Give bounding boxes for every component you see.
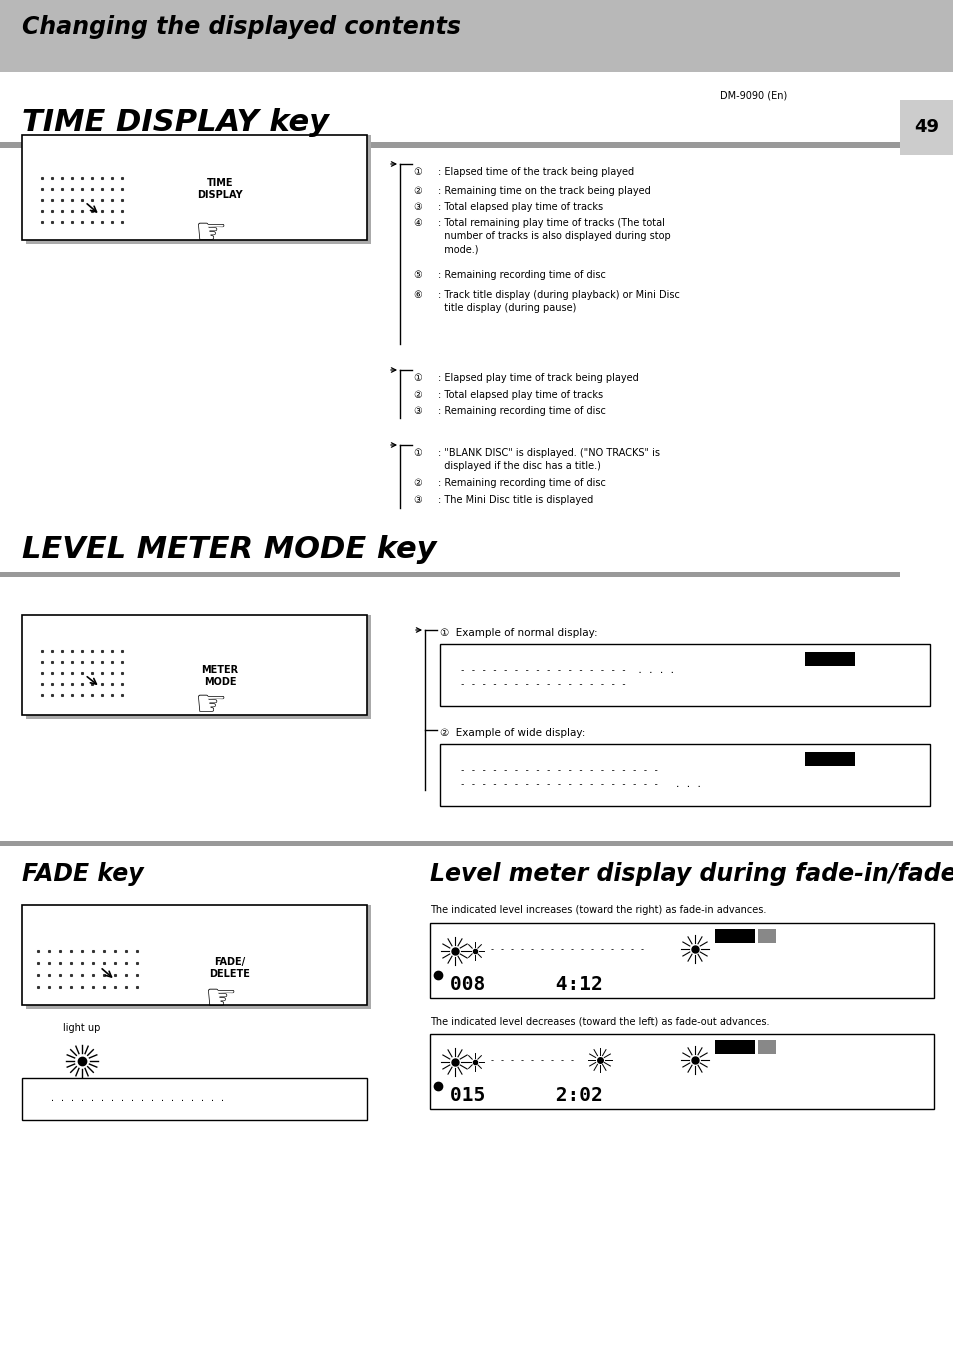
Text: ②: ②	[414, 186, 422, 196]
Bar	[804, 753, 854, 766]
Text: ☞: ☞	[194, 215, 227, 249]
Bar	[367, 135, 371, 245]
Text: ④: ④	[414, 218, 422, 228]
Text: FADE/
DELETE: FADE/ DELETE	[210, 957, 251, 979]
Text: ①: ①	[414, 449, 422, 458]
Text: : Total elapsed play time of tracks: : Total elapsed play time of tracks	[437, 390, 602, 400]
Text: ②: ②	[414, 478, 422, 488]
Bar	[430, 923, 933, 998]
Bar	[0, 142, 899, 149]
Text: ③: ③	[414, 203, 422, 212]
Text: : Remaining recording time of disc: : Remaining recording time of disc	[437, 270, 605, 280]
Bar	[430, 1034, 933, 1109]
Bar	[22, 615, 367, 715]
Bar	[26, 715, 371, 719]
Bar	[758, 1040, 775, 1054]
Text: DM-9090 (En): DM-9090 (En)	[720, 91, 786, 100]
Text: - - - - - - - - - - - - - - - - - - -   . . .: - - - - - - - - - - - - - - - - - - - . …	[459, 780, 701, 789]
Bar	[26, 1005, 371, 1009]
Text: ③: ③	[414, 494, 422, 505]
Text: METER
MODE: METER MODE	[201, 665, 238, 688]
Bar	[0, 0, 953, 72]
Text: FADE key: FADE key	[22, 862, 144, 886]
Text: ①: ①	[414, 373, 422, 382]
Bar	[714, 929, 754, 943]
Bar	[22, 1078, 367, 1120]
Text: : Elapsed time of the track being played: : Elapsed time of the track being played	[437, 168, 634, 177]
Bar	[439, 644, 929, 707]
Text: ②: ②	[414, 390, 422, 400]
Bar	[367, 615, 371, 719]
Text: 49: 49	[914, 118, 939, 136]
Text: Changing the displayed contents: Changing the displayed contents	[22, 15, 460, 39]
Bar	[30, 929, 160, 997]
Text: ☞: ☞	[205, 981, 237, 1015]
Bar	[899, 100, 953, 155]
Text: - - - - - - - - -: - - - - - - - - -	[490, 1056, 575, 1065]
Bar	[758, 929, 775, 943]
Text: TIME
DISPLAY: TIME DISPLAY	[197, 178, 243, 200]
Text: - - - - - - - - - - - - - - - - - - -: - - - - - - - - - - - - - - - - - - -	[459, 766, 659, 775]
Text: light up: light up	[63, 1023, 101, 1034]
Text: : Elapsed play time of track being played: : Elapsed play time of track being playe…	[437, 373, 639, 382]
Text: : Remaining time on the track being played: : Remaining time on the track being play…	[437, 186, 650, 196]
Text: number of tracks is also displayed during stop: number of tracks is also displayed durin…	[437, 231, 670, 240]
Text: : "BLANK DISC" is displayed. ("NO TRACKS" is: : "BLANK DISC" is displayed. ("NO TRACKS…	[437, 449, 659, 458]
Text: The indicated level decreases (toward the left) as fade-out advances.: The indicated level decreases (toward th…	[430, 1016, 769, 1025]
Text: title display (during pause): title display (during pause)	[437, 303, 576, 313]
Bar	[35, 153, 140, 228]
Text: The indicated level increases (toward the right) as fade-in advances.: The indicated level increases (toward th…	[430, 905, 765, 915]
Bar	[714, 1040, 754, 1054]
Text: ☞: ☞	[194, 688, 227, 721]
Bar	[0, 842, 953, 846]
Text: - - - - - - - - - - - - - - - -: - - - - - - - - - - - - - - - -	[459, 680, 626, 689]
Bar	[22, 135, 367, 240]
Text: . . . . . . . . . . . . . . . . . .: . . . . . . . . . . . . . . . . . .	[50, 1094, 225, 1102]
Text: LEVEL METER MODE key: LEVEL METER MODE key	[22, 535, 436, 563]
Bar	[0, 571, 899, 577]
Text: ①  Example of normal display:: ① Example of normal display:	[439, 628, 597, 638]
Text: : Track title display (during playback) or Mini Disc: : Track title display (during playback) …	[437, 290, 679, 300]
Text: Level meter display during fade-in/fade-out: Level meter display during fade-in/fade-…	[430, 862, 953, 886]
Text: : Remaining recording time of disc: : Remaining recording time of disc	[437, 407, 605, 416]
Text: ①: ①	[414, 168, 422, 177]
Text: ⑥: ⑥	[414, 290, 422, 300]
Text: mode.): mode.)	[437, 245, 478, 254]
Text: 015      2:02: 015 2:02	[450, 1086, 602, 1105]
Bar	[367, 905, 371, 1009]
Text: ②  Example of wide display:: ② Example of wide display:	[439, 728, 585, 738]
Bar	[22, 905, 367, 1005]
Bar	[26, 240, 371, 245]
Text: : The Mini Disc title is displayed: : The Mini Disc title is displayed	[437, 494, 593, 505]
Text: - - - - - - - - - - - - - - - -  . . . .: - - - - - - - - - - - - - - - - . . . .	[459, 666, 675, 676]
Text: ③: ③	[414, 407, 422, 416]
Text: : Total remaining play time of tracks (The total: : Total remaining play time of tracks (T…	[437, 218, 664, 228]
Text: ⑤: ⑤	[414, 270, 422, 280]
Bar	[439, 744, 929, 807]
Text: - - - - - - - - - - - - - - - -: - - - - - - - - - - - - - - - -	[490, 944, 644, 954]
Bar	[804, 653, 854, 666]
Text: : Remaining recording time of disc: : Remaining recording time of disc	[437, 478, 605, 488]
Bar	[35, 634, 140, 705]
Text: displayed if the disc has a title.): displayed if the disc has a title.)	[437, 461, 600, 471]
Text: : Total elapsed play time of tracks: : Total elapsed play time of tracks	[437, 203, 602, 212]
Text: TIME DISPLAY key: TIME DISPLAY key	[22, 108, 329, 136]
Text: 008      4:12: 008 4:12	[450, 975, 602, 994]
